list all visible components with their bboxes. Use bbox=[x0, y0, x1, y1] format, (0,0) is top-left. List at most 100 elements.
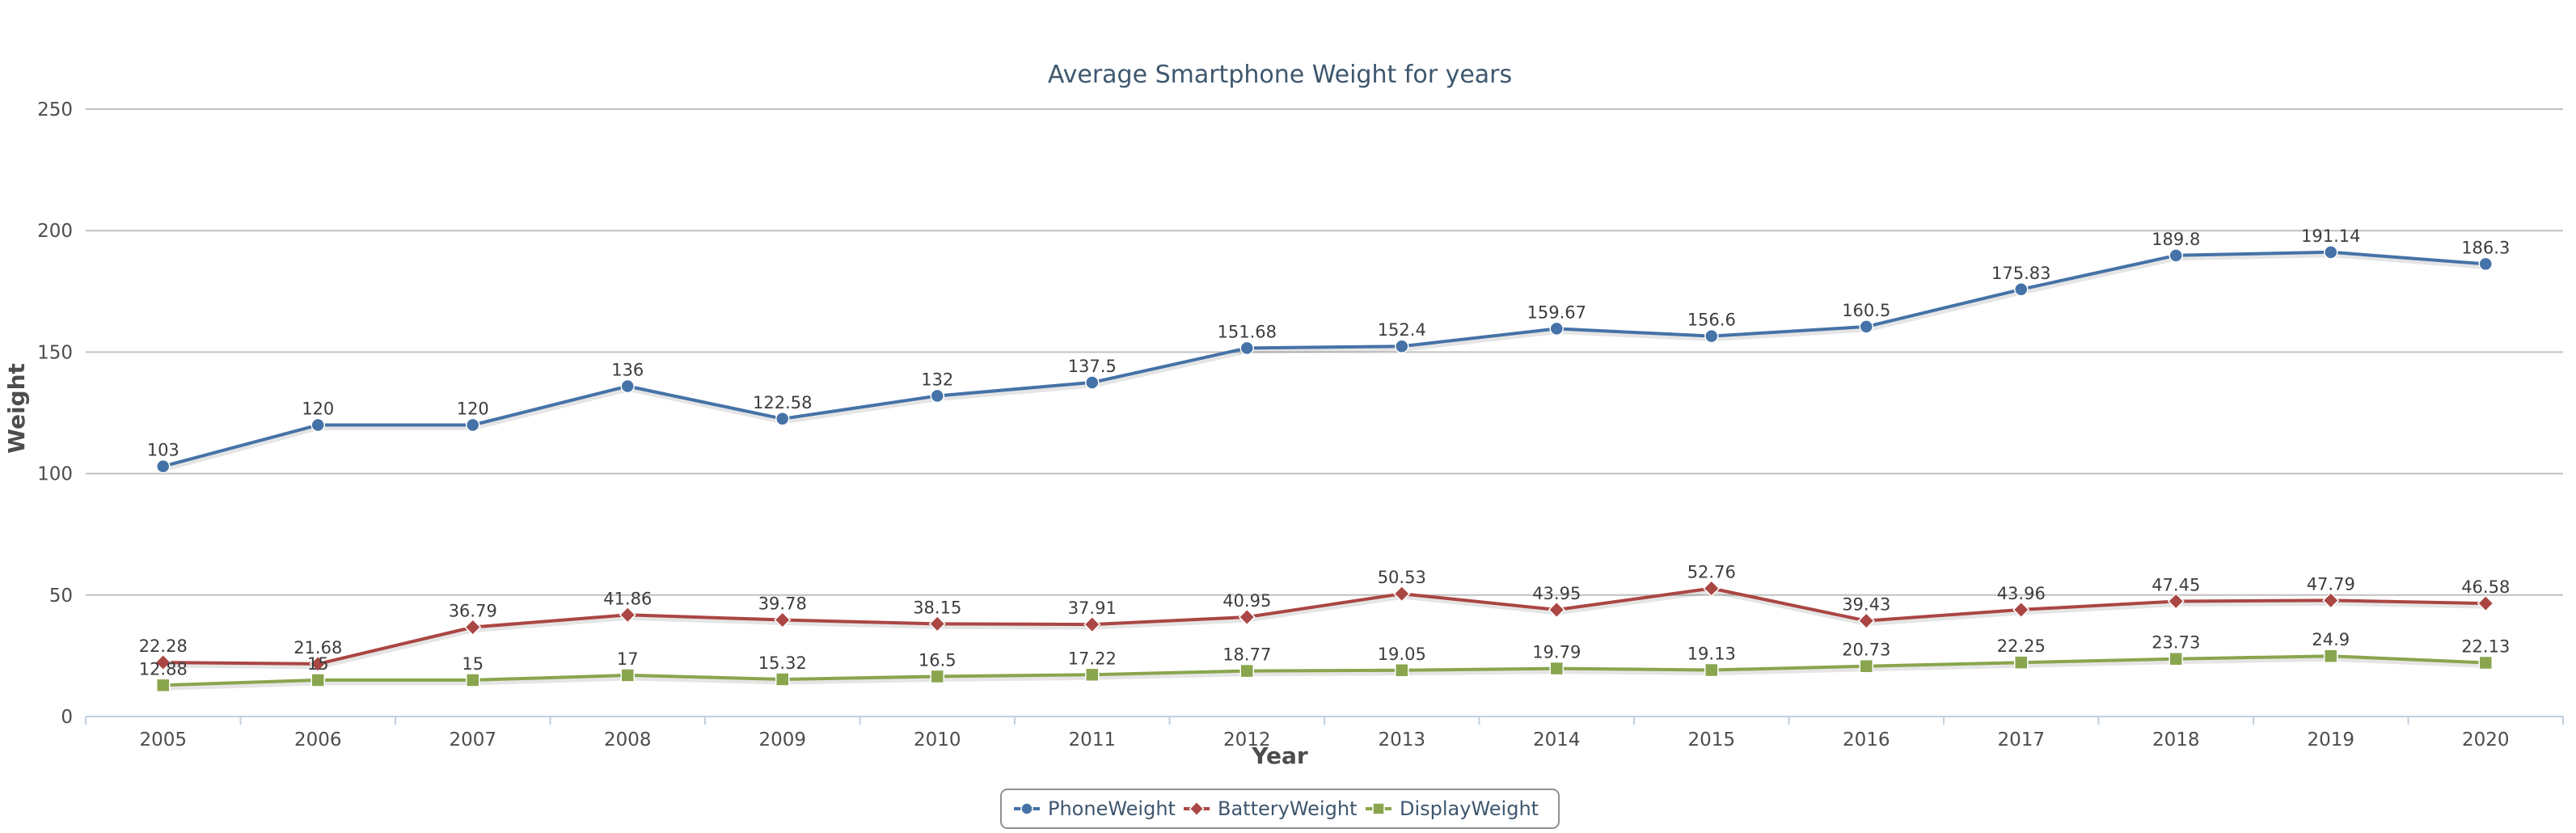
data-label-phoneweight: 122.58 bbox=[753, 393, 812, 412]
data-point-displayweight bbox=[2478, 655, 2493, 670]
y-tick-label: 100 bbox=[37, 464, 73, 485]
data-point-phoneweight bbox=[156, 459, 171, 474]
series-phoneweight bbox=[156, 245, 2493, 474]
x-tick-label: 2013 bbox=[1378, 729, 1425, 751]
data-point-batteryweight bbox=[1857, 611, 1875, 630]
data-label-phoneweight: 175.83 bbox=[1991, 264, 2050, 283]
data-label-phoneweight: 186.3 bbox=[2461, 238, 2510, 257]
data-point-displayweight bbox=[2324, 649, 2338, 663]
x-tick-label: 2019 bbox=[2307, 729, 2354, 751]
data-point-batteryweight bbox=[2322, 591, 2340, 609]
data-point-batteryweight bbox=[464, 618, 482, 636]
x-tick-label: 2014 bbox=[1533, 729, 1581, 751]
data-label-displayweight: 15 bbox=[307, 654, 329, 674]
data-label-phoneweight: 137.5 bbox=[1068, 357, 1117, 376]
data-point-phoneweight bbox=[1549, 321, 1564, 336]
data-point-batteryweight bbox=[2477, 594, 2494, 612]
data-point-batteryweight bbox=[2012, 601, 2030, 619]
data-label-batteryweight: 43.95 bbox=[1532, 584, 1581, 603]
x-tick-label: 2005 bbox=[139, 729, 187, 751]
data-label-batteryweight: 39.78 bbox=[758, 594, 807, 614]
data-label-batteryweight: 39.43 bbox=[1842, 595, 1890, 615]
data-label-batteryweight: 46.58 bbox=[2461, 577, 2510, 597]
y-tick-label: 50 bbox=[49, 586, 73, 607]
x-tick-label: 2008 bbox=[604, 729, 652, 751]
series-line-shadow bbox=[163, 587, 2487, 670]
series-line-phoneweight bbox=[163, 250, 2486, 468]
data-label-displayweight: 24.9 bbox=[2312, 630, 2350, 649]
data-label-displayweight: 16.5 bbox=[918, 650, 956, 670]
data-label-displayweight: 22.25 bbox=[1997, 636, 2046, 656]
legend-label-batteryweight: BatteryWeight bbox=[1218, 797, 1357, 820]
legend-marker-batteryweight bbox=[1189, 801, 1205, 817]
data-point-phoneweight bbox=[1085, 375, 1100, 390]
x-tick-label: 2020 bbox=[2462, 729, 2510, 751]
y-tick-label: 150 bbox=[37, 342, 73, 363]
data-label-phoneweight: 120 bbox=[302, 400, 334, 419]
y-axis-title: Weight bbox=[3, 363, 30, 454]
x-tick-label: 2006 bbox=[294, 729, 342, 751]
data-label-displayweight: 18.77 bbox=[1223, 645, 1271, 665]
data-point-phoneweight bbox=[930, 388, 944, 404]
data-label-displayweight: 22.13 bbox=[2461, 637, 2510, 657]
x-axis-title: Year bbox=[1251, 742, 1308, 769]
series-batteryweight bbox=[154, 579, 2494, 673]
data-label-batteryweight: 43.96 bbox=[1997, 584, 2046, 603]
data-label-phoneweight: 152.4 bbox=[1378, 320, 1426, 340]
data-label-displayweight: 19.13 bbox=[1687, 645, 1736, 664]
series-line-shadow bbox=[163, 252, 2487, 471]
data-point-phoneweight bbox=[1859, 319, 1873, 334]
data-point-phoneweight bbox=[2324, 245, 2338, 260]
y-tick-label: 200 bbox=[37, 221, 73, 242]
data-point-displayweight bbox=[2168, 651, 2183, 666]
legend-marker-displayweight bbox=[1372, 802, 1385, 815]
chart-title: Average Smartphone Weight for years bbox=[1048, 61, 1512, 89]
y-tick-label: 0 bbox=[61, 707, 73, 728]
data-point-phoneweight bbox=[2014, 282, 2029, 297]
data-point-batteryweight bbox=[1083, 615, 1101, 633]
data-point-batteryweight bbox=[2167, 592, 2185, 611]
series-line-batteryweight bbox=[163, 586, 2486, 666]
data-point-displayweight bbox=[156, 678, 171, 693]
data-point-displayweight bbox=[1859, 658, 1873, 674]
data-point-displayweight bbox=[1549, 661, 1564, 676]
data-label-batteryweight: 52.76 bbox=[1687, 563, 1736, 582]
x-tick-label: 2010 bbox=[914, 729, 961, 751]
data-label-phoneweight: 103 bbox=[147, 441, 179, 460]
data-label-phoneweight: 136 bbox=[611, 360, 644, 379]
data-label-phoneweight: 156.6 bbox=[1687, 311, 1736, 330]
data-point-phoneweight bbox=[466, 417, 480, 433]
x-tick-label: 2015 bbox=[1687, 729, 1735, 751]
data-label-batteryweight: 22.28 bbox=[139, 636, 188, 656]
data-label-batteryweight: 50.53 bbox=[1378, 568, 1426, 587]
data-point-batteryweight bbox=[619, 606, 636, 624]
y-tick-label: 250 bbox=[37, 99, 73, 121]
data-point-displayweight bbox=[1239, 663, 1254, 679]
data-point-batteryweight bbox=[1703, 579, 1721, 598]
data-point-batteryweight bbox=[1548, 601, 1565, 619]
data-label-displayweight: 23.73 bbox=[2152, 633, 2200, 653]
data-point-displayweight bbox=[1395, 663, 1409, 678]
data-point-phoneweight bbox=[2168, 248, 2183, 263]
data-point-displayweight bbox=[620, 668, 635, 683]
data-point-phoneweight bbox=[1239, 340, 1254, 356]
data-point-displayweight bbox=[466, 673, 480, 687]
data-label-displayweight: 20.73 bbox=[1842, 641, 1890, 660]
legend-item-phoneweight: PhoneWeight bbox=[1014, 797, 1176, 820]
x-tick-label: 2011 bbox=[1068, 729, 1116, 751]
data-point-batteryweight bbox=[309, 655, 327, 673]
data-point-phoneweight bbox=[775, 412, 790, 426]
x-tick-label: 2018 bbox=[2152, 729, 2200, 751]
data-point-phoneweight bbox=[2478, 256, 2493, 272]
legend-marker-phoneweight bbox=[1020, 802, 1033, 815]
data-label-phoneweight: 191.14 bbox=[2301, 226, 2360, 246]
data-label-batteryweight: 21.68 bbox=[293, 638, 342, 658]
data-point-displayweight bbox=[1704, 662, 1719, 678]
data-point-displayweight bbox=[310, 673, 325, 687]
data-label-displayweight: 15 bbox=[462, 654, 484, 674]
series-displayweight bbox=[156, 649, 2493, 693]
data-label-displayweight: 12.88 bbox=[139, 659, 188, 679]
data-label-phoneweight: 132 bbox=[921, 370, 953, 389]
